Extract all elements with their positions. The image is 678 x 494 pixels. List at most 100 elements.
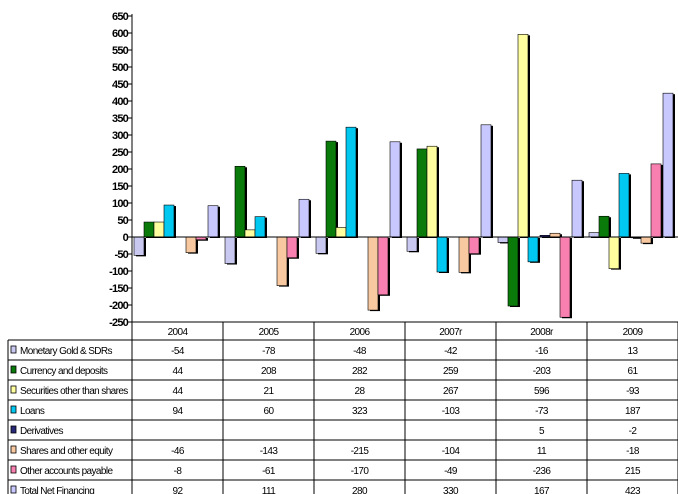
bar-0-1 [224, 236, 236, 264]
bar-5-3 [458, 236, 470, 273]
data-label: 259 [443, 366, 459, 377]
bar-7-4 [571, 179, 583, 238]
bar-1-3 [416, 148, 428, 238]
bar-3-4 [527, 236, 539, 263]
data-label: -16 [535, 346, 549, 357]
data-label: 596 [534, 386, 550, 397]
y-tick-label: 250 [112, 147, 129, 159]
legend-key [10, 445, 17, 454]
bar-0-0 [133, 236, 145, 256]
data-label: -8 [174, 466, 183, 477]
bar-2-0 [153, 221, 165, 238]
data-label: -143 [260, 446, 279, 457]
bar-1-5 [598, 215, 610, 238]
data-label: 13 [628, 346, 639, 357]
legend-key [10, 405, 17, 414]
legend-key [10, 485, 17, 494]
bar-6-1 [286, 236, 298, 259]
y-tick-label: -200 [109, 300, 128, 312]
y-tick-label: 450 [112, 79, 129, 91]
data-label: -54 [171, 346, 185, 357]
y-tick-label: 400 [112, 96, 129, 108]
data-label: 21 [264, 386, 275, 397]
data-label: -78 [262, 346, 276, 357]
y-tick-label: -100 [109, 266, 128, 278]
data-label: 323 [352, 406, 368, 417]
data-label: 28 [355, 386, 366, 397]
bar-6-3 [468, 236, 480, 254]
y-tick-label: 500 [112, 62, 129, 74]
legend-label: Shares and other equity [20, 446, 113, 457]
y-axis-ticks: 650600550500450400350300250200150100500-… [109, 11, 132, 329]
data-label: 11 [537, 446, 547, 457]
data-label: -49 [444, 466, 458, 477]
axes [131, 14, 678, 322]
y-tick-label: -50 [115, 249, 129, 261]
bar-7-3 [480, 124, 492, 238]
data-label: 187 [625, 406, 641, 417]
bar-shadow [633, 238, 643, 239]
bar-3-3 [436, 236, 448, 273]
legend-label: Currency and deposits [20, 366, 108, 377]
bar-3-5 [618, 173, 630, 238]
bar-2-5 [608, 236, 620, 269]
legend-label: Total Net Financing [20, 486, 94, 494]
bar-3-1 [254, 216, 266, 238]
y-tick-label: 0 [123, 232, 129, 244]
category-label: 2005 [259, 327, 280, 338]
bar-3-2 [345, 126, 357, 238]
bar-1-4 [507, 236, 519, 307]
data-label: 330 [443, 486, 459, 494]
y-tick-label: 650 [112, 11, 129, 23]
legend-key [10, 385, 17, 394]
bar-5-4 [549, 232, 561, 238]
y-tick-label: 300 [112, 130, 129, 142]
legend-label: Securities other than shares [20, 386, 128, 397]
legend-label: Derivatives [20, 426, 63, 437]
bar-7-0 [207, 205, 219, 238]
y-tick-label: -250 [109, 317, 128, 329]
category-label: 2009 [623, 327, 644, 338]
y-tick-label: 100 [112, 198, 129, 210]
data-label: -93 [626, 386, 640, 397]
legend-key [10, 425, 17, 434]
y-tick-label: 350 [112, 113, 129, 125]
legend-label: Other accounts payable [20, 466, 113, 477]
legend-key [10, 345, 17, 354]
data-label: 44 [173, 386, 184, 397]
data-label: -203 [533, 366, 552, 377]
data-label: 111 [262, 486, 276, 494]
data-label: 267 [443, 386, 459, 397]
bar-0-5 [588, 232, 600, 238]
bar-5-1 [276, 236, 288, 286]
bar-6-5 [650, 163, 662, 238]
data-label: 94 [173, 406, 184, 417]
bar-6-4 [559, 236, 571, 318]
data-label: -103 [442, 406, 461, 417]
data-label: -61 [262, 466, 276, 477]
data-label: 423 [625, 486, 641, 494]
data-label: 282 [352, 366, 368, 377]
data-label: -104 [442, 446, 461, 457]
legend-key [10, 365, 17, 374]
data-label: 60 [264, 406, 275, 417]
bars [133, 34, 675, 319]
bar-3-0 [163, 204, 175, 238]
bar-1-1 [234, 165, 246, 238]
bar-0-2 [315, 236, 327, 254]
data-label: 5 [539, 426, 545, 437]
bar-6-2 [377, 236, 389, 296]
bar-2-4 [517, 34, 529, 238]
data-label: 280 [352, 486, 368, 494]
data-label: -73 [535, 406, 549, 417]
data-label: -48 [353, 346, 367, 357]
data-label: -170 [351, 466, 370, 477]
legend-key [10, 465, 17, 474]
data-label: -46 [171, 446, 185, 457]
bar-5-5 [640, 236, 652, 244]
data-table: 2004 2005 2006 2007r 2008r 2009 Monetary Gold … [7, 321, 678, 494]
category-label: 2006 [350, 327, 371, 338]
y-tick-label: 200 [112, 164, 129, 176]
y-tick-label: 550 [112, 45, 129, 57]
